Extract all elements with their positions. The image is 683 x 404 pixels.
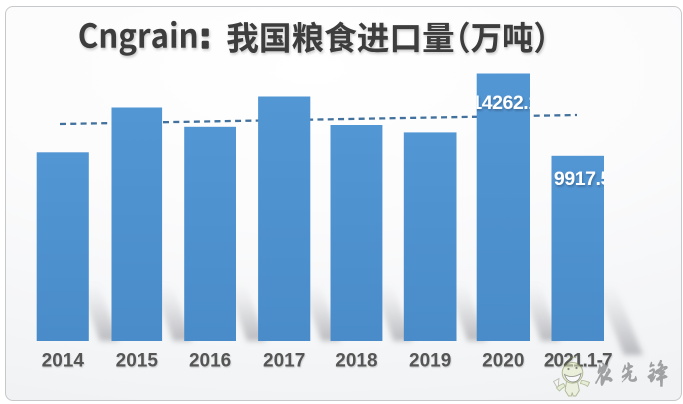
svg-text:14262.1: 14262.1 <box>471 92 539 114</box>
svg-text:2021.1-7: 2021.1-7 <box>544 351 612 372</box>
svg-text:2017: 2017 <box>263 351 305 372</box>
svg-text:2019: 2019 <box>409 351 451 372</box>
svg-text:2015: 2015 <box>116 351 159 372</box>
svg-text:2018: 2018 <box>335 351 377 372</box>
svg-text:2014: 2014 <box>42 351 85 372</box>
svg-text:2020: 2020 <box>482 351 524 372</box>
svg-text:9917.5: 9917.5 <box>554 168 612 190</box>
svg-text:2016: 2016 <box>189 351 231 372</box>
